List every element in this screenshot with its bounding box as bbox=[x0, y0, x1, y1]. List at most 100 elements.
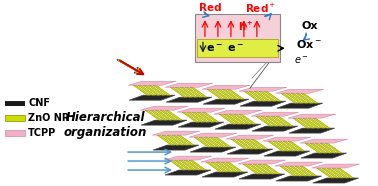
FancyBboxPatch shape bbox=[197, 39, 278, 57]
Text: Red: Red bbox=[199, 3, 222, 13]
Text: ZnO NR: ZnO NR bbox=[28, 113, 70, 123]
Polygon shape bbox=[337, 168, 354, 178]
Polygon shape bbox=[293, 118, 310, 128]
Polygon shape bbox=[174, 160, 191, 170]
Polygon shape bbox=[226, 135, 274, 139]
Polygon shape bbox=[143, 85, 160, 95]
Polygon shape bbox=[177, 135, 194, 145]
Polygon shape bbox=[290, 166, 307, 176]
Polygon shape bbox=[189, 133, 237, 137]
Polygon shape bbox=[273, 141, 290, 151]
Polygon shape bbox=[327, 168, 344, 178]
Polygon shape bbox=[169, 160, 186, 170]
Polygon shape bbox=[215, 124, 261, 129]
Text: Ox$^-$: Ox$^-$ bbox=[296, 38, 322, 50]
FancyBboxPatch shape bbox=[5, 130, 25, 136]
Polygon shape bbox=[224, 114, 241, 124]
FancyBboxPatch shape bbox=[195, 14, 280, 62]
Polygon shape bbox=[185, 87, 202, 97]
Polygon shape bbox=[204, 137, 221, 147]
Polygon shape bbox=[288, 114, 336, 118]
Polygon shape bbox=[332, 168, 349, 178]
Polygon shape bbox=[202, 172, 248, 177]
Polygon shape bbox=[189, 160, 206, 170]
Polygon shape bbox=[128, 81, 176, 85]
Polygon shape bbox=[229, 114, 246, 124]
Text: CNF: CNF bbox=[28, 98, 50, 108]
Polygon shape bbox=[276, 89, 324, 93]
Polygon shape bbox=[259, 91, 276, 101]
Polygon shape bbox=[182, 112, 199, 122]
Polygon shape bbox=[165, 110, 182, 120]
Polygon shape bbox=[203, 99, 249, 104]
Text: Red$^+$: Red$^+$ bbox=[245, 2, 276, 15]
Polygon shape bbox=[291, 93, 308, 103]
Polygon shape bbox=[256, 116, 273, 126]
Polygon shape bbox=[251, 112, 299, 116]
Polygon shape bbox=[263, 137, 311, 141]
Text: $\mathbf{e^-}$ $\mathbf{e^-}$: $\mathbf{e^-}$ $\mathbf{e^-}$ bbox=[206, 42, 243, 54]
Polygon shape bbox=[241, 139, 258, 149]
Polygon shape bbox=[231, 139, 248, 149]
Polygon shape bbox=[283, 141, 300, 151]
Polygon shape bbox=[317, 168, 334, 178]
Polygon shape bbox=[305, 143, 322, 153]
Polygon shape bbox=[140, 106, 188, 110]
Polygon shape bbox=[150, 110, 167, 120]
Polygon shape bbox=[261, 116, 278, 126]
Polygon shape bbox=[264, 91, 281, 101]
Text: Hierarchical
organization: Hierarchical organization bbox=[64, 111, 147, 139]
Polygon shape bbox=[238, 160, 286, 164]
Polygon shape bbox=[165, 83, 213, 87]
Polygon shape bbox=[197, 112, 214, 122]
Polygon shape bbox=[160, 110, 177, 120]
Polygon shape bbox=[239, 174, 285, 179]
Polygon shape bbox=[155, 110, 172, 120]
Polygon shape bbox=[288, 141, 305, 151]
Polygon shape bbox=[252, 126, 298, 131]
Polygon shape bbox=[303, 118, 320, 128]
Polygon shape bbox=[276, 116, 293, 126]
Polygon shape bbox=[310, 143, 327, 153]
Polygon shape bbox=[243, 164, 260, 174]
Polygon shape bbox=[221, 162, 238, 172]
Polygon shape bbox=[167, 135, 184, 145]
Polygon shape bbox=[276, 176, 322, 181]
Polygon shape bbox=[164, 156, 212, 160]
Polygon shape bbox=[315, 143, 332, 153]
Polygon shape bbox=[187, 112, 204, 122]
FancyBboxPatch shape bbox=[5, 115, 25, 121]
Polygon shape bbox=[209, 137, 226, 147]
Polygon shape bbox=[301, 153, 347, 158]
Polygon shape bbox=[278, 141, 295, 151]
Polygon shape bbox=[286, 93, 303, 103]
Polygon shape bbox=[249, 91, 266, 101]
Polygon shape bbox=[129, 95, 175, 100]
Polygon shape bbox=[253, 164, 270, 174]
Polygon shape bbox=[177, 108, 225, 112]
Polygon shape bbox=[236, 139, 253, 149]
Polygon shape bbox=[162, 135, 179, 145]
Polygon shape bbox=[153, 145, 199, 150]
Polygon shape bbox=[202, 112, 219, 122]
Polygon shape bbox=[212, 89, 229, 99]
Polygon shape bbox=[280, 166, 297, 176]
Polygon shape bbox=[192, 112, 209, 122]
Polygon shape bbox=[201, 158, 249, 162]
Polygon shape bbox=[251, 139, 268, 149]
Polygon shape bbox=[277, 103, 323, 108]
Polygon shape bbox=[141, 120, 187, 125]
FancyBboxPatch shape bbox=[5, 100, 25, 106]
Polygon shape bbox=[258, 164, 275, 174]
Polygon shape bbox=[234, 114, 251, 124]
Polygon shape bbox=[145, 110, 162, 120]
Polygon shape bbox=[263, 164, 280, 174]
Polygon shape bbox=[281, 93, 298, 103]
Polygon shape bbox=[285, 166, 302, 176]
Polygon shape bbox=[313, 178, 359, 183]
Polygon shape bbox=[308, 118, 325, 128]
Polygon shape bbox=[217, 89, 234, 99]
Polygon shape bbox=[148, 85, 165, 95]
Polygon shape bbox=[246, 139, 263, 149]
Polygon shape bbox=[239, 87, 287, 91]
